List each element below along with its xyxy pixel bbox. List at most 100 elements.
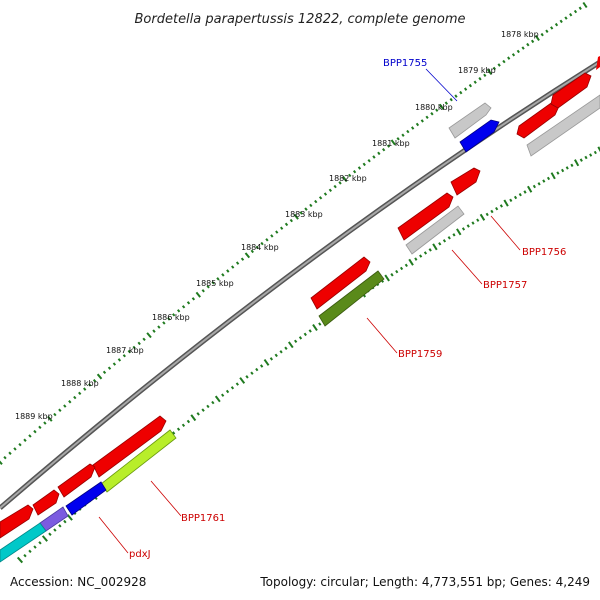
ruler-major-tick	[486, 68, 493, 75]
ruler-minor-tick	[23, 438, 27, 442]
ruler-minor-tick	[584, 155, 588, 160]
ruler-minor-tick	[518, 192, 522, 197]
ruler-minor-tick	[206, 404, 210, 409]
ruler-minor-tick	[430, 112, 434, 116]
tick-label: 1888 kbp	[61, 379, 99, 388]
ruler-minor-tick	[516, 49, 520, 54]
gene-feature[interactable]	[596, 56, 600, 70]
ruler-minor-tick	[43, 421, 47, 425]
genome-summary-text: Topology: circular; Length: 4,773,551 bp…	[259, 575, 590, 589]
ruler-major-tick	[244, 252, 251, 259]
ruler-minor-tick	[38, 541, 42, 545]
ruler-minor-tick	[18, 442, 22, 447]
ruler-minor-tick	[137, 341, 141, 346]
ruler-minor-tick	[78, 391, 82, 396]
gene-feature[interactable]	[92, 415, 167, 478]
ruler-minor-tick	[28, 549, 32, 554]
gene-feature[interactable]	[526, 94, 600, 157]
ruler-minor-tick	[452, 233, 456, 237]
ruler-minor-tick	[225, 389, 230, 394]
gene-label: pdxJ	[129, 549, 151, 560]
ruler-minor-tick	[186, 301, 191, 305]
ruler-minor-tick	[521, 46, 525, 50]
ruler-minor-tick	[117, 358, 122, 362]
ruler-minor-tick	[298, 336, 303, 340]
ruler-minor-tick	[386, 144, 391, 148]
ruler-major-tick	[66, 514, 73, 521]
ruler-major-tick	[263, 359, 270, 366]
gene-feature[interactable]	[65, 481, 107, 516]
ruler-minor-tick	[269, 357, 274, 361]
ruler-minor-tick	[561, 168, 565, 173]
ruler-major-tick	[534, 34, 540, 41]
ruler-minor-tick	[216, 277, 220, 281]
ruler-minor-tick	[579, 158, 583, 162]
ruler-minor-tick	[280, 226, 284, 230]
ruler-minor-tick	[260, 241, 264, 246]
ruler-minor-tick	[211, 400, 215, 405]
ruler-minor-tick	[157, 325, 161, 329]
ruler-minor-tick	[235, 382, 239, 386]
ruler-minor-tick	[438, 242, 442, 246]
ruler-minor-tick	[112, 362, 117, 366]
tick-label: 1889 kbp	[15, 412, 53, 421]
ruler-minor-tick	[540, 32, 544, 37]
ruler-minor-tick	[463, 87, 468, 91]
gene-feature[interactable]	[57, 463, 96, 498]
ruler-minor-tick	[554, 22, 559, 27]
gene-features	[0, 56, 600, 563]
ruler-minor-tick	[333, 184, 337, 189]
ruler-minor-tick	[132, 345, 136, 350]
ruler-major-tick	[527, 185, 533, 193]
ruler-minor-tick	[33, 545, 37, 549]
ruler-minor-tick	[152, 329, 156, 333]
ruler-minor-tick	[235, 261, 240, 265]
ruler-minor-tick	[352, 170, 357, 174]
gene-feature[interactable]	[405, 205, 465, 255]
ruler-minor-tick	[589, 153, 593, 157]
tick-label: 1879 kbp	[458, 66, 496, 75]
gene-feature[interactable]	[310, 256, 371, 310]
ruler-major-tick	[597, 146, 600, 153]
ruler-minor-tick	[181, 423, 186, 428]
gene-feature[interactable]	[0, 504, 34, 539]
ruler-minor-tick	[507, 56, 511, 60]
gene-feature[interactable]	[318, 270, 385, 327]
accession-text: Accession: NC_002928	[10, 575, 146, 589]
gene-feature[interactable]	[0, 522, 47, 563]
ruler-minor-tick	[73, 395, 77, 400]
gene-feature[interactable]	[459, 119, 500, 153]
gene-feature[interactable]	[448, 102, 492, 139]
tick-label: 1885 kbp	[196, 279, 234, 288]
ruler-minor-tick	[63, 404, 67, 408]
ruler-minor-tick	[191, 297, 196, 301]
ruler-minor-tick	[556, 171, 560, 175]
genome-backbone	[0, 59, 600, 510]
gene-feature[interactable]	[450, 167, 481, 196]
ruler-minor-tick	[308, 329, 312, 333]
ruler-minor-tick	[260, 364, 264, 368]
ruler-minor-tick	[444, 101, 449, 105]
ruler-minor-tick	[348, 173, 352, 178]
ruler-major-tick	[41, 535, 48, 542]
ruler-minor-tick	[8, 451, 12, 455]
ruler-minor-tick	[442, 239, 447, 243]
gene-feature[interactable]	[397, 192, 454, 241]
outer-ruler	[0, 1, 588, 465]
ruler-minor-tick	[279, 350, 283, 354]
inner-ruler	[16, 146, 600, 564]
gene-feature[interactable]	[32, 489, 60, 516]
ruler-minor-tick	[377, 151, 381, 156]
ruler-minor-tick	[250, 371, 254, 375]
ruler-minor-tick	[526, 42, 530, 47]
ruler-minor-tick	[396, 137, 400, 141]
gene-feature[interactable]	[550, 72, 592, 109]
ruler-minor-tick	[318, 196, 323, 200]
tick-label: 1886 kbp	[152, 313, 190, 322]
ruler-minor-tick	[167, 317, 171, 321]
tick-label: 1880 kbp	[415, 103, 453, 112]
ruler-minor-tick	[162, 321, 166, 325]
ruler-minor-tick	[490, 209, 494, 214]
ruler-minor-tick	[410, 126, 415, 130]
ruler-minor-tick	[38, 425, 42, 430]
